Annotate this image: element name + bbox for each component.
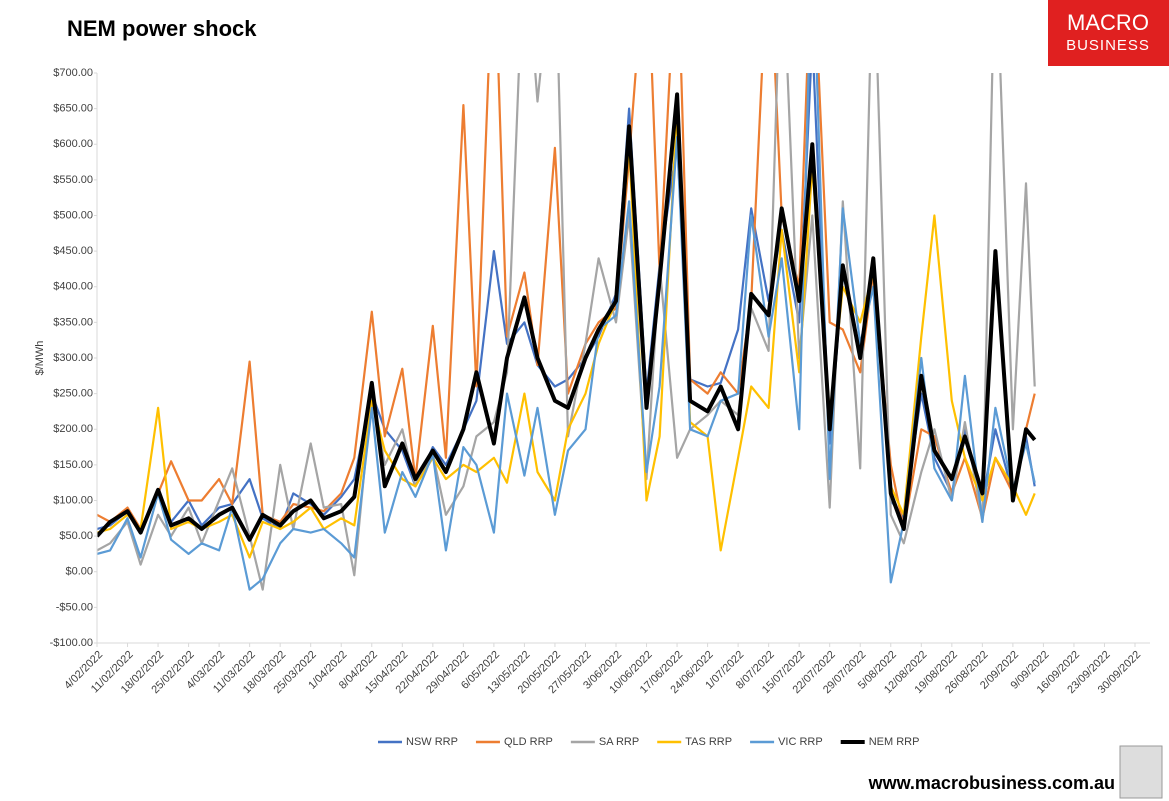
logo-box — [1048, 0, 1169, 66]
y-tick-label: $500.00 — [53, 209, 93, 221]
y-tick-label: $650.00 — [53, 103, 93, 115]
y-tick-label: $0.00 — [65, 566, 93, 578]
y-tick-label: $200.00 — [53, 423, 93, 435]
y-tick-label: $600.00 — [53, 138, 93, 150]
series-line — [97, 73, 1036, 591]
legend-label: NEM RRP — [869, 736, 920, 748]
legend-label: SA RRP — [599, 736, 639, 748]
y-tick-label: $250.00 — [53, 388, 93, 400]
legend-label: QLD RRP — [504, 736, 553, 748]
series-line — [97, 92, 1037, 542]
y-tick-label: $50.00 — [59, 530, 93, 542]
legend-label: TAS RRP — [685, 736, 732, 748]
plot — [97, 73, 1037, 591]
y-tick-label: $550.00 — [53, 174, 93, 186]
y-tick-label: $450.00 — [53, 245, 93, 257]
series-line — [97, 73, 1036, 531]
y-tick-label: -$50.00 — [56, 601, 93, 613]
website: www.macrobusiness.com.au — [868, 773, 1115, 793]
logo-text: BUSINESS — [1066, 37, 1150, 54]
series-group — [97, 73, 1037, 591]
y-tick-label: $400.00 — [53, 281, 93, 293]
y-tick-label: $350.00 — [53, 316, 93, 328]
legend-label: NSW RRP — [406, 736, 458, 748]
logo-text: MACRO — [1067, 10, 1149, 35]
y-tick-label: -$100.00 — [50, 637, 93, 649]
y-tick-label: $700.00 — [53, 67, 93, 79]
y-tick-label: $150.00 — [53, 459, 93, 471]
series-line — [97, 73, 1036, 591]
chart-title: NEM power shock — [67, 16, 257, 41]
wolf-icon — [1119, 745, 1163, 799]
y-tick-label: $100.00 — [53, 494, 93, 506]
y-tick-label: $300.00 — [53, 352, 93, 364]
y-axis-label: $/MWh — [34, 341, 46, 376]
legend-label: VIC RRP — [778, 736, 823, 748]
